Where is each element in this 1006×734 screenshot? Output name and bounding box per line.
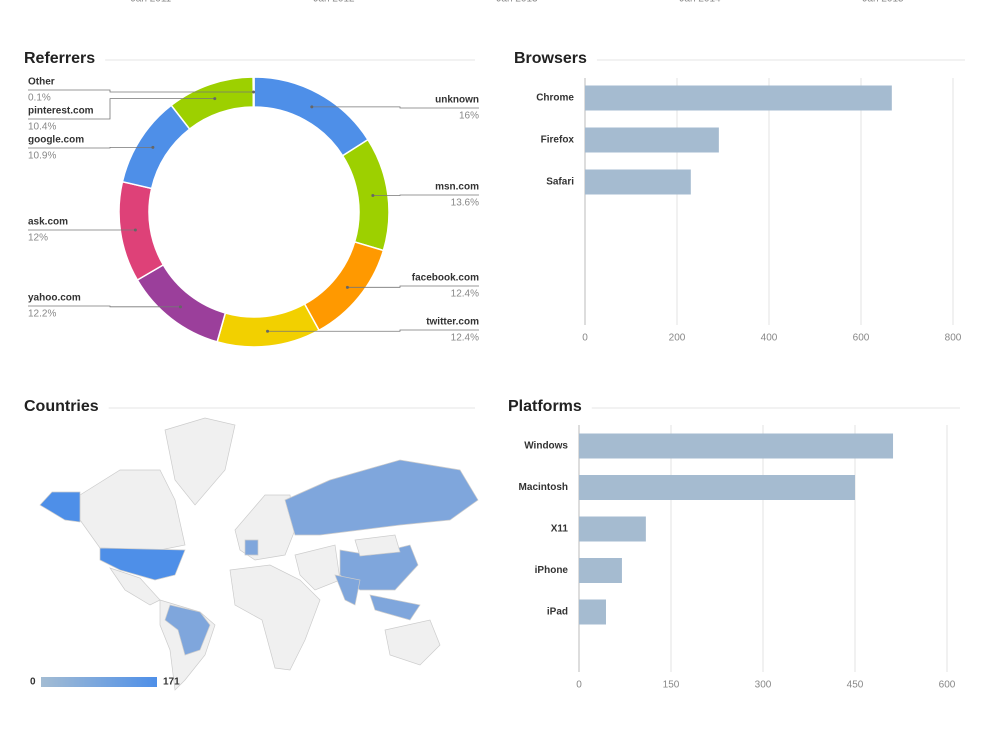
x-tick-label: 150 [663, 680, 680, 691]
y-tick-label: iPad [547, 607, 568, 618]
x-tick-label: 450 [847, 680, 864, 691]
leader-line [28, 305, 181, 308]
slice-label: google.com [28, 135, 84, 146]
greenland [164, 417, 236, 506]
slice-value: 10.9% [28, 151, 56, 162]
x-tick-label: Jan 2011 [131, 0, 172, 5]
donut-slice [136, 263, 227, 343]
slice-value: 13.6% [451, 198, 479, 209]
southeast-asia [369, 594, 421, 621]
donut-slice [121, 104, 191, 190]
russia [284, 459, 479, 536]
donut-slice [118, 180, 165, 282]
color-bar-max: 171 [163, 677, 180, 688]
slice-label: Other [28, 77, 55, 88]
india [334, 574, 361, 606]
bar [585, 85, 892, 111]
section-title: Browsers [514, 50, 587, 67]
bar [579, 516, 646, 542]
x-tick-label: Jan 2012 [313, 0, 355, 5]
slice-value: 10.4% [28, 122, 56, 133]
y-tick-label: iPhone [535, 565, 569, 576]
leader-dot [178, 305, 182, 309]
slice-label: msn.com [435, 182, 479, 193]
x-tick-label: 300 [755, 680, 772, 691]
leader-line [28, 89, 254, 93]
world-map: 0 171 [30, 417, 479, 691]
middle-east [294, 544, 341, 591]
x-tick-label: 0 [582, 333, 588, 344]
leader-line [311, 106, 479, 109]
slice-label: twitter.com [426, 317, 479, 328]
bar [579, 433, 894, 459]
leader-dot [252, 90, 256, 94]
leader-dot [213, 97, 217, 101]
leader-dot [133, 228, 137, 232]
x-tick-label: Jan 2014 [679, 0, 721, 5]
x-tick-label: 200 [669, 333, 686, 344]
slice-value: 12.4% [451, 289, 479, 300]
slice-label: ask.com [28, 217, 68, 228]
mongolia [354, 534, 401, 557]
leader-dot [266, 329, 270, 333]
y-tick-label: Firefox [541, 135, 575, 146]
slice-label: pinterest.com [28, 106, 94, 117]
x-tick-label: 600 [939, 680, 956, 691]
donut-slice [253, 76, 370, 157]
slice-value: 12.2% [28, 309, 56, 320]
leader-dot [371, 193, 375, 197]
leader-line [347, 285, 479, 288]
bar [585, 127, 719, 153]
slice-value: 16% [459, 111, 479, 122]
y-tick-label: Windows [524, 441, 568, 452]
central-america [109, 567, 161, 606]
australia [384, 619, 441, 666]
x-tick-label: Jan 2013 [496, 0, 538, 5]
bar [585, 169, 691, 195]
x-tick-label: 600 [853, 333, 870, 344]
section-title: Platforms [508, 398, 582, 415]
x-tick-label: 0 [576, 680, 582, 691]
x-tick-label: Jan 2015 [862, 0, 904, 5]
donut-slice [170, 76, 255, 131]
usa [99, 547, 186, 581]
slice-value: 0.1% [28, 93, 51, 104]
leader-dot [151, 145, 155, 149]
section-title: Referrers [24, 50, 95, 67]
slice-value: 12.4% [451, 333, 479, 344]
canada [79, 469, 186, 551]
slice-label: unknown [435, 95, 479, 106]
bar [579, 599, 606, 625]
bar [579, 475, 855, 500]
y-tick-label: X11 [551, 524, 569, 535]
leader-dot [310, 105, 314, 109]
leader-dot [345, 285, 349, 289]
donut-slice [303, 240, 385, 332]
slice-value: 12% [28, 233, 48, 244]
leader-line [28, 98, 215, 120]
x-tick-label: 800 [945, 333, 962, 344]
slice-label: facebook.com [412, 273, 479, 284]
bar [579, 558, 622, 583]
color-bar [41, 677, 157, 687]
y-tick-label: Chrome [536, 93, 574, 104]
y-tick-label: Macintosh [519, 482, 568, 493]
alaska [39, 491, 81, 523]
color-bar-min: 0 [30, 677, 36, 688]
donut-slice [216, 302, 321, 348]
brazil [164, 604, 211, 656]
y-tick-label: Safari [546, 177, 574, 188]
slice-label: yahoo.com [28, 293, 81, 304]
section-title: Countries [24, 398, 99, 415]
leader-line [28, 146, 153, 149]
x-tick-label: 400 [761, 333, 778, 344]
leader-line [267, 329, 479, 332]
africa [229, 564, 321, 671]
france [244, 539, 259, 556]
